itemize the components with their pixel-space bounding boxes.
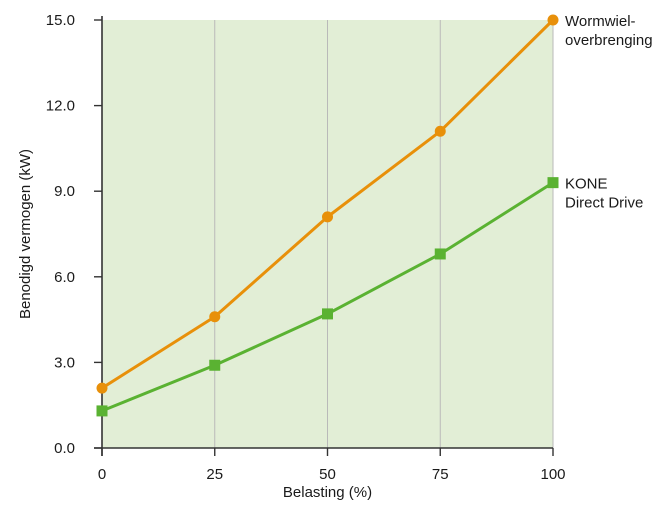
x-tick-label: 75: [432, 466, 449, 483]
data-point: [434, 248, 446, 260]
x-axis-title: Belasting (%): [283, 484, 372, 501]
series-layer: [96, 14, 559, 417]
y-tick-label: 3.0: [54, 354, 75, 371]
x-tick-label: 50: [319, 466, 336, 483]
series-1: [96, 14, 559, 394]
legend: Wormwiel-overbrenging KONE Direct Drive: [565, 13, 653, 212]
data-point: [322, 211, 333, 223]
series-2: [96, 177, 559, 417]
y-axis-title: Benodigd vermogen (kW): [17, 149, 34, 319]
y-tick-label: 12.0: [46, 98, 75, 115]
x-tick-label: 25: [206, 466, 223, 483]
y-tick-label: 6.0: [54, 269, 75, 286]
data-point: [209, 359, 221, 371]
y-tick-label: 0.0: [54, 440, 75, 457]
data-point: [434, 125, 446, 137]
legend-label-series-1: Wormwiel-overbrenging: [565, 13, 653, 49]
x-tick-label: 0: [98, 466, 106, 483]
data-point: [209, 311, 221, 323]
data-point: [547, 177, 559, 189]
y-tick-label: 9.0: [54, 183, 75, 200]
grid-lines: [214, 20, 554, 448]
legend-label-series-2: KONE Direct Drive: [565, 176, 643, 212]
x-tick-label: 100: [540, 466, 565, 483]
data-point: [547, 14, 559, 26]
data-point: [322, 308, 333, 320]
y-axis-ticks: 0.0 3.0 6.0 9.0 12.0 15.0: [46, 12, 102, 457]
data-point: [96, 382, 108, 394]
data-point: [96, 405, 108, 417]
y-tick-label: 15.0: [46, 12, 75, 29]
x-axis-ticks: 0 25 50 75 100: [98, 448, 566, 483]
